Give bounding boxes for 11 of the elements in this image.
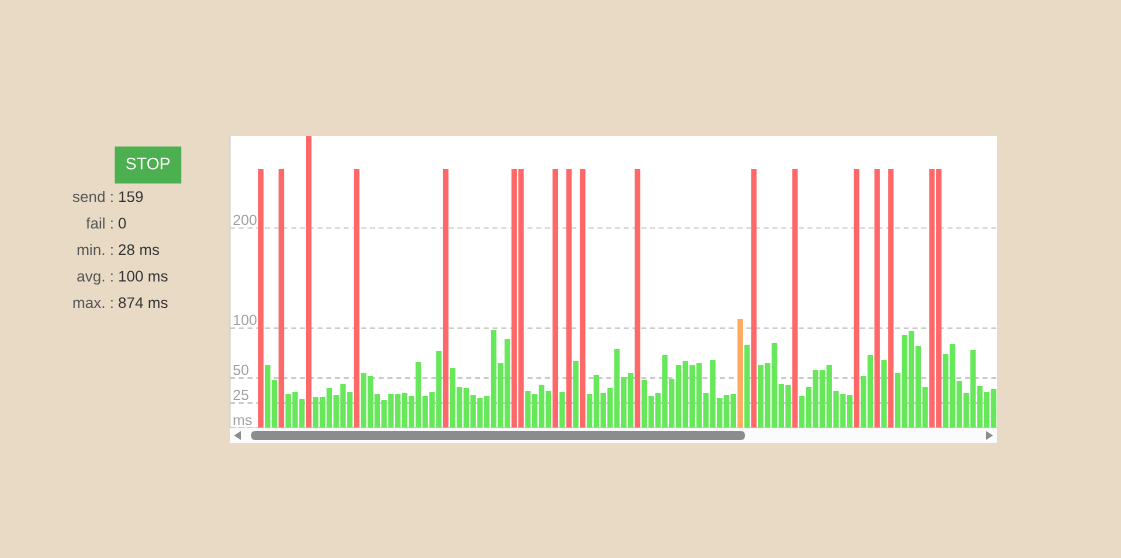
text: fail : 0 (86, 217, 126, 229)
y-tick-label: 50 (233, 364, 249, 376)
y-tick-label: 100 (233, 314, 257, 326)
text: send : 159 (72, 190, 143, 203)
text: min. : 28 ms (77, 243, 160, 256)
text: max. : 874 ms (73, 297, 168, 309)
y-tick-label: 25 (233, 389, 249, 401)
text: avg. : 100 ms (77, 270, 168, 285)
y-tick-label: ms (233, 417, 252, 426)
text: STOP (126, 157, 170, 170)
y-tick-label: 200 (233, 214, 257, 226)
